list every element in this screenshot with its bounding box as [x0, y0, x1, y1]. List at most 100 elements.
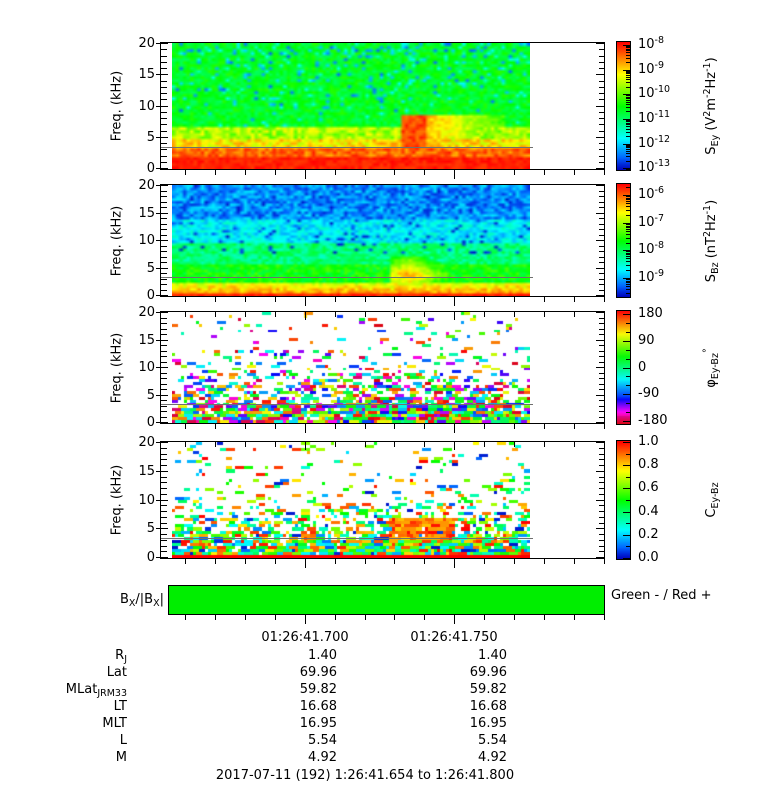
label-segment: JRM33 — [97, 688, 127, 699]
freq-right-tick — [596, 528, 604, 530]
label-segment: R — [115, 648, 125, 663]
freq-right-tick — [596, 312, 604, 313]
freq-right-tick — [596, 43, 604, 44]
freq-right-tick — [596, 557, 604, 558]
xaxis-top-minor-tick — [424, 442, 426, 447]
freq-right-tick — [596, 470, 604, 472]
freq-tick-label: 10 — [138, 233, 155, 248]
label-segment: 10 — [638, 86, 655, 101]
colorbar-minor-tick — [626, 265, 630, 266]
freq-right-tick — [599, 218, 604, 219]
xaxis-sey-minor-tick — [574, 170, 576, 175]
colorbar-minor-tick — [626, 376, 630, 377]
xaxis-top-minor-tick — [244, 442, 246, 447]
freq-right-tick — [599, 345, 604, 346]
freq-minor-tick — [161, 539, 167, 541]
xaxis-top-minor-tick — [274, 312, 276, 317]
label-segment: 10 — [638, 136, 655, 151]
freq-right-tick — [596, 168, 604, 169]
freq-minor-tick — [161, 334, 167, 335]
colorbar-minor-tick — [626, 229, 630, 230]
colorbar-minor-tick — [626, 145, 630, 146]
freq-minor-tick — [161, 256, 167, 258]
colorbar-tick-label: 10-12 — [638, 134, 670, 152]
label-segment: | — [159, 592, 164, 607]
time-axis-minor-tick — [214, 615, 216, 620]
xaxis-phase-major-tick — [304, 424, 306, 433]
colorbar-major-tick — [623, 223, 630, 224]
colorbar-minor-tick — [626, 46, 630, 47]
ephemeris-row-label: RJ — [20, 648, 127, 665]
label-segment: 10 — [638, 111, 655, 126]
label-segment: S — [704, 273, 719, 282]
colorbar-minor-tick — [626, 403, 630, 404]
freq-major-tick — [156, 240, 168, 241]
colorbar-major-tick — [623, 168, 630, 169]
freq-right-tick — [599, 201, 604, 203]
colorbar-major-tick — [623, 119, 630, 120]
label-segment: -9 — [654, 60, 665, 71]
freq-minor-tick — [161, 323, 167, 324]
colorbar-minor-tick — [626, 147, 630, 148]
freq-right-tick — [599, 453, 604, 455]
freq-right-tick — [596, 185, 604, 186]
xaxis-sey-minor-tick — [244, 170, 246, 175]
colorbar-minor-tick — [626, 454, 630, 455]
freq-right-tick — [596, 394, 604, 396]
colorbar-tick-label: -90 — [638, 386, 660, 401]
label-segment: -8 — [654, 35, 665, 46]
colorbar-minor-tick — [626, 82, 630, 83]
label-segment: Hz — [704, 71, 719, 89]
freq-minor-tick — [161, 361, 167, 363]
colorbar-major-tick — [623, 94, 630, 95]
ephemeris-row-label: MLT — [20, 716, 127, 731]
freq-minor-tick — [161, 328, 167, 330]
colorbar-minor-tick — [626, 75, 630, 76]
freq-minor-tick — [161, 522, 167, 524]
freq-tick-label: 0 — [146, 550, 155, 565]
freq-minor-tick — [161, 111, 167, 113]
spectrogram-canvas-phase — [172, 312, 530, 423]
label-segment: m — [704, 97, 719, 111]
freq-right-tick — [599, 539, 604, 541]
freq-right-tick — [599, 68, 604, 69]
colorbar-minor-tick — [626, 254, 630, 255]
colorbar-minor-tick — [626, 227, 630, 228]
freq-minor-tick — [161, 68, 167, 69]
freq-tick-label: 15 — [138, 332, 155, 348]
xaxis-sbz-major-tick — [304, 297, 306, 306]
xaxis-coh-minor-tick — [334, 559, 336, 564]
colorbar-minor-tick — [626, 107, 630, 108]
freq-right-tick — [599, 130, 604, 132]
freq-minor-tick — [161, 493, 167, 495]
xaxis-top-minor-tick — [574, 312, 576, 317]
freq-major-tick — [156, 499, 168, 501]
xaxis-coh-minor-tick — [574, 559, 576, 564]
xaxis-sey-major-tick — [304, 170, 306, 179]
time-axis-major-tick — [304, 615, 306, 624]
ephemeris-value: 4.92 — [308, 750, 337, 765]
freq-minor-tick — [161, 245, 167, 247]
freq-tick-label: 15 — [138, 67, 155, 83]
colorbar-minor-tick — [626, 546, 630, 547]
colorbar-minor-tick — [626, 187, 630, 188]
freq-right-tick — [596, 240, 604, 241]
colorbar-minor-tick — [626, 500, 630, 501]
xaxis-sbz-minor-tick — [184, 297, 186, 302]
xaxis-top-minor-tick — [244, 312, 246, 317]
xaxis-phase-minor-tick — [244, 424, 246, 429]
freq-right-tick — [599, 278, 604, 280]
label-segment: 10 — [638, 62, 655, 77]
freq-minor-tick — [161, 389, 167, 390]
xaxis-phase-minor-tick — [514, 424, 516, 429]
freq-minor-tick — [161, 86, 167, 88]
freq-right-tick — [599, 207, 604, 208]
xaxis-sey-minor-tick — [214, 170, 216, 175]
freq-right-tick — [599, 262, 604, 263]
freq-tick-label: 20 — [138, 36, 155, 51]
colorbar-minor-tick — [626, 151, 630, 152]
colorbar-minor-tick — [626, 136, 630, 137]
freq-right-tick — [599, 516, 604, 518]
freq-minor-tick — [161, 80, 167, 82]
